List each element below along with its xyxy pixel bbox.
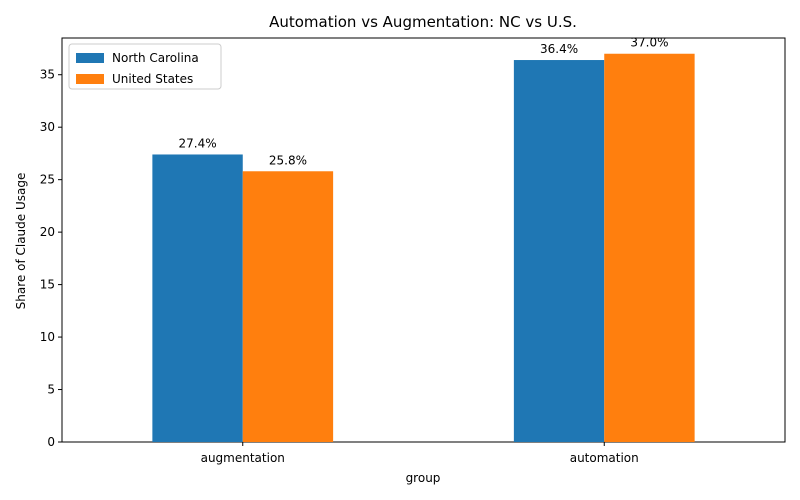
bar — [513, 60, 605, 442]
legend-box — [68, 43, 222, 90]
chart-title: Automation vs Augmentation: NC vs U.S. — [269, 13, 577, 31]
legend-swatch — [76, 53, 104, 63]
plot-area — [61, 37, 786, 443]
y-tick-label: 0 — [47, 435, 55, 449]
y-axis: 0 5 10 15 20 25 30 35 — [40, 68, 62, 449]
y-tick-label: 15 — [40, 278, 55, 292]
legend-label: United States — [112, 72, 193, 86]
bar — [604, 53, 695, 442]
x-tick-label: automation — [570, 451, 639, 465]
x-tick-label: augmentation — [201, 451, 285, 465]
y-tick-label: 25 — [40, 173, 55, 187]
x-axis-label: group — [406, 471, 441, 485]
y-axis-label: Share of Claude Usage — [14, 173, 28, 310]
x-axis: augmentation automation — [201, 442, 639, 465]
bar-value-label: 25.8% — [269, 153, 307, 167]
bar-value-label: 36.4% — [540, 42, 578, 56]
bars — [152, 53, 695, 443]
y-tick-label: 5 — [47, 383, 55, 397]
bar — [152, 154, 243, 443]
legend-label: North Carolina — [112, 51, 199, 65]
y-tick-label: 30 — [40, 120, 55, 134]
y-tick-label: 35 — [40, 68, 55, 82]
bar-labels: 27.4% 25.8% 36.4% 37.0% — [179, 36, 669, 168]
y-tick-label: 10 — [40, 330, 55, 344]
bar-value-label: 27.4% — [179, 136, 217, 150]
plot-frame — [61, 37, 786, 443]
bar-value-label: 37.0% — [630, 36, 668, 50]
y-tick-label: 20 — [40, 225, 55, 239]
legend: North Carolina United States — [68, 43, 222, 90]
bar — [242, 171, 334, 443]
legend-swatch — [76, 74, 104, 84]
